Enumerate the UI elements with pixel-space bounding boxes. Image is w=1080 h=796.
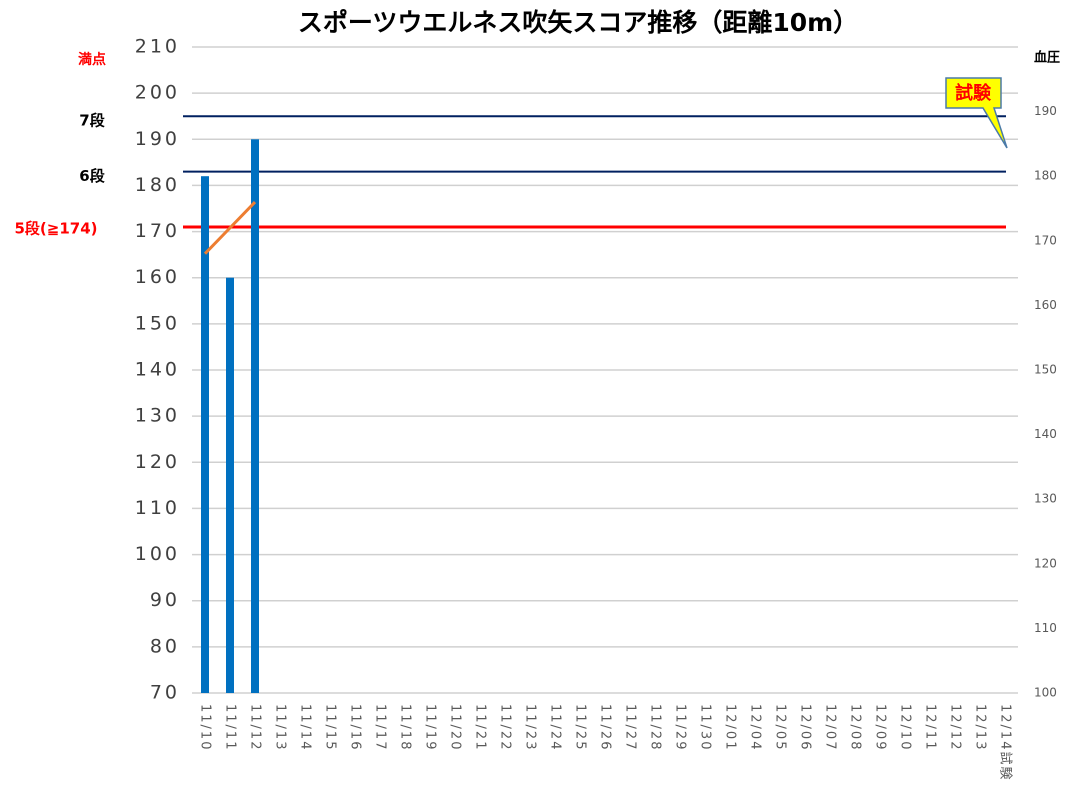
x-tick-label: 12/08 <box>848 704 863 751</box>
y-tick-label: 90 <box>150 589 180 611</box>
x-tick-label: 11/18 <box>398 704 413 751</box>
x-tick-label: 12/04 <box>748 704 763 751</box>
y2-tick-label: 170 <box>1034 233 1057 247</box>
reference-label: 7段 <box>79 112 104 130</box>
line <box>203 200 257 255</box>
y-tick-label: 180 <box>135 174 180 196</box>
x-tick-label: 11/29 <box>673 704 688 751</box>
y-tick-label: 150 <box>135 312 180 334</box>
x-tick-label: 11/14 <box>298 704 313 751</box>
x-tick-label: 12/13 <box>973 704 988 751</box>
y2-tick-label: 120 <box>1034 556 1057 570</box>
x-tick-label: 11/21 <box>473 704 488 751</box>
chart-title: スポーツウエルネス吹矢スコア推移（距離10m） <box>298 8 858 37</box>
y2-tick-label: 140 <box>1034 427 1057 441</box>
y-tick-label: 120 <box>135 451 180 473</box>
x-tick-label: 11/20 <box>448 704 463 751</box>
x-tick-label: 12/09 <box>873 704 888 751</box>
y-tick-label: 160 <box>135 266 180 288</box>
full-mark-label: 満点 <box>78 51 106 68</box>
y2-tick-label: 190 <box>1034 104 1057 118</box>
bar <box>251 139 259 694</box>
bar <box>226 277 234 693</box>
x-tick-label: 11/24 <box>548 704 563 751</box>
x-tick-label: 11/12 <box>248 704 263 751</box>
x-tick-label: 11/10 <box>198 704 213 751</box>
x-tick-label: 12/12 <box>948 704 963 751</box>
x-tick-label: 12/14試験 <box>998 704 1014 781</box>
x-tick-label: 11/26 <box>598 704 613 751</box>
x-tick-label: 12/10 <box>898 704 913 751</box>
y-tick-label: 110 <box>135 497 180 519</box>
x-tick-label: 11/27 <box>623 704 638 751</box>
y2-tick-label: 100 <box>1034 686 1057 700</box>
x-tick-label: 11/13 <box>273 704 288 751</box>
x-tick-label: 11/17 <box>373 704 388 751</box>
y-tick-label: 140 <box>135 359 180 381</box>
y-tick-label: 170 <box>135 220 180 242</box>
y-tick-label: 100 <box>135 543 180 565</box>
callout: 試験 <box>945 77 1008 149</box>
x-tick-label: 11/30 <box>698 704 713 751</box>
y-tick-label: 200 <box>135 82 180 104</box>
x-tick-label: 12/05 <box>773 704 788 751</box>
reference-label: 5段(≧174) <box>14 219 97 237</box>
x-tick-label: 11/16 <box>348 704 363 751</box>
y-tick-label: 70 <box>150 682 180 704</box>
x-tick-label: 12/11 <box>923 704 938 751</box>
y2-tick-label: 160 <box>1034 298 1057 312</box>
y-tick-label: 80 <box>150 635 180 657</box>
callout-box <box>945 77 1008 149</box>
callout-text: 試験 <box>955 82 992 104</box>
y2-tick-label: 150 <box>1034 363 1057 377</box>
y2-label: 血圧 <box>1034 50 1060 66</box>
x-tick-label: 11/22 <box>498 704 513 751</box>
x-tick-label: 11/28 <box>648 704 663 751</box>
y-tick-label: 190 <box>135 128 180 150</box>
x-tick-label: 12/07 <box>823 704 838 751</box>
y2-tick-label: 110 <box>1034 621 1057 635</box>
y2-tick-label: 130 <box>1034 492 1057 506</box>
bar <box>201 176 209 693</box>
y-tick-label: 130 <box>135 405 180 427</box>
x-tick-label: 11/19 <box>423 704 438 751</box>
x-tick-label: 11/15 <box>323 704 338 751</box>
y2-tick-label: 180 <box>1034 169 1057 183</box>
x-tick-label: 11/11 <box>223 704 238 751</box>
y-tick-label: 210 <box>135 36 180 58</box>
x-tick-label: 11/25 <box>573 704 588 751</box>
x-tick-label: 11/23 <box>523 704 538 751</box>
x-tick-label: 12/01 <box>723 704 738 751</box>
x-tick-label: 12/06 <box>798 704 813 751</box>
reference-label: 6段 <box>79 167 104 185</box>
